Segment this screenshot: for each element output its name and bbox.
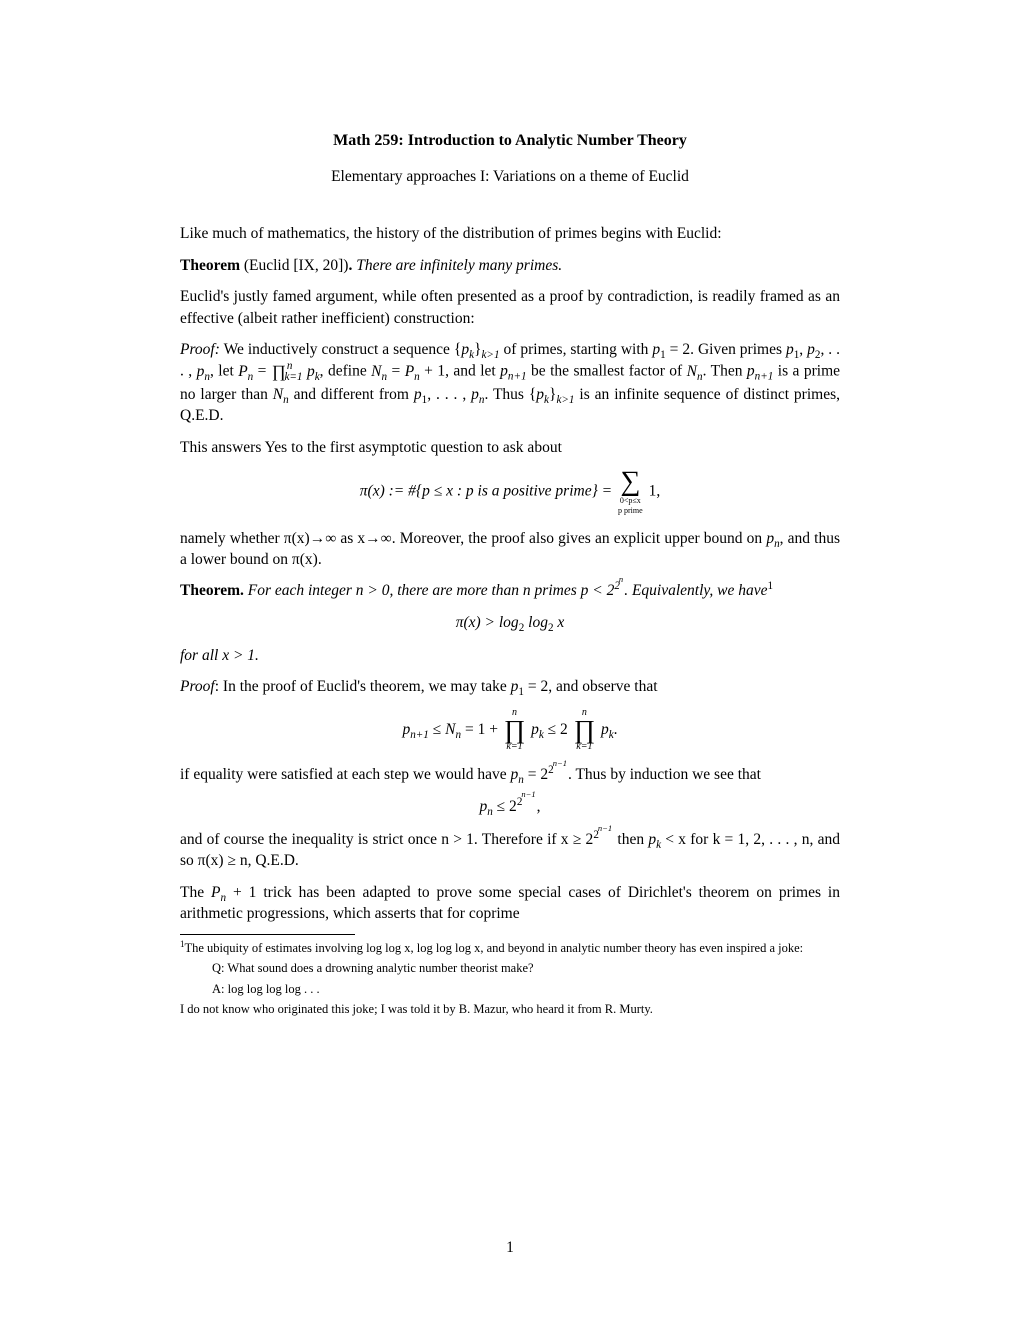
- para-namely: namely whether π(x)→∞ as x→∞. Moreover, …: [180, 528, 840, 571]
- theorem-label: Theorem: [180, 257, 240, 274]
- equation-pi-def: π(x) := #{p ≤ x : p is a positive prime}…: [180, 468, 840, 516]
- para-forall: for all x > 1.: [180, 645, 840, 666]
- theorem-bound: Theorem. For each integer n > 0, there a…: [180, 580, 840, 601]
- para-construction: Euclid's justly famed argument, while of…: [180, 286, 840, 329]
- equation-pn-bound: pn ≤ 22n−1,: [180, 796, 840, 817]
- para-dirichlet: The Pn + 1 trick has been adapted to pro…: [180, 882, 840, 925]
- footnote-rule: [180, 934, 355, 935]
- page-number: 1: [0, 1237, 1020, 1258]
- theorem2-label: Theorem.: [180, 582, 244, 599]
- theorem-cite: (Euclid [IX, 20]): [240, 257, 348, 274]
- footnote-attrib: I do not know who originated this joke; …: [180, 1001, 840, 1018]
- lecture-subtitle: Elementary approaches I: Variations on a…: [180, 166, 840, 187]
- equation-product: pn+1 ≤ Nn = 1 + n ∏ k=1 pk ≤ 2 n ∏ k=1 p…: [180, 708, 840, 752]
- para-induction: if equality were satisfied at each step …: [180, 764, 840, 785]
- para-asymptotic: This answers Yes to the first asymptotic…: [180, 437, 840, 458]
- proof2-label: Proof: [180, 678, 215, 695]
- footnote-1: 1The ubiquity of estimates involving log…: [180, 940, 840, 957]
- course-title: Math 259: Introduction to Analytic Numbe…: [180, 130, 840, 152]
- theorem-statement: There are infinitely many primes.: [356, 257, 562, 274]
- para-strict: and of course the inequality is strict o…: [180, 829, 840, 872]
- intro-para: Like much of mathematics, the history of…: [180, 223, 840, 244]
- proof-label: Proof:: [180, 341, 220, 358]
- proof2: Proof: In the proof of Euclid's theorem,…: [180, 676, 840, 697]
- footnote-a: A: log log log log . . .: [212, 981, 840, 999]
- footnote-q: Q: What sound does a drowning analytic n…: [212, 960, 840, 978]
- equation-pi-bound: π(x) > log2 log2 x: [180, 612, 840, 633]
- proof-euclid: Proof: We inductively construct a sequen…: [180, 339, 840, 427]
- theorem-euclid: Theorem (Euclid [IX, 20]). There are inf…: [180, 255, 840, 276]
